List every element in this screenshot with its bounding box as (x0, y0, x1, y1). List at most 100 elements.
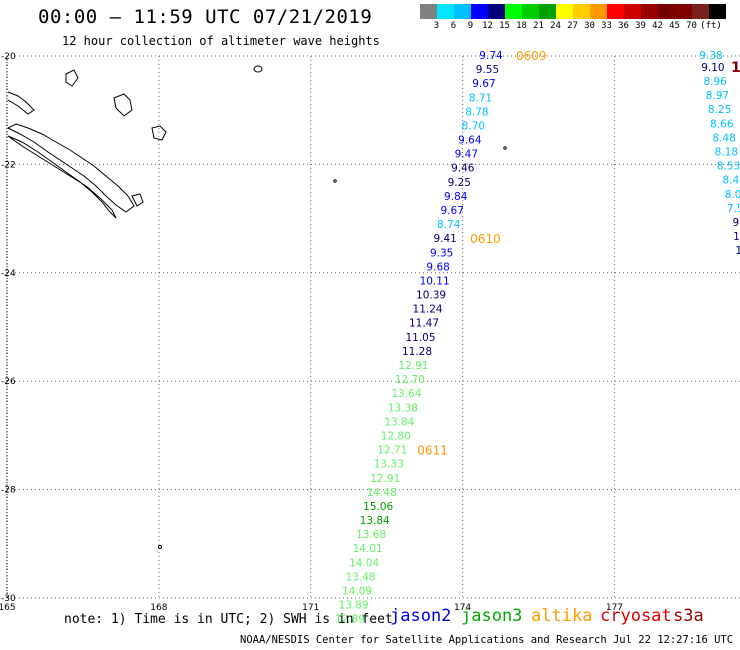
legend-label: 36 (618, 21, 629, 31)
swh-value: 8.4 (722, 175, 739, 187)
swh-value: 12.71 (377, 445, 407, 457)
swh-value: 12.91 (370, 473, 400, 485)
satellite-s3a: s3a (673, 606, 704, 626)
island-small-south (158, 545, 162, 549)
swh-value: 9.67 (441, 205, 464, 217)
legend-label: 45 (669, 21, 680, 31)
satellite-jason3: jason3 (461, 606, 523, 626)
altimeter-track-main: 9.74 9.55 9.67 8.71 8.78 8.70 9.64 9.47 9.46 9.25… (335, 50, 503, 626)
swh-value: 13.38 (388, 402, 418, 414)
swh-value: 7.5 (727, 203, 740, 215)
legend-swatch (658, 4, 675, 19)
legend-label: 33 (601, 21, 612, 31)
swh-value: 9.55 (476, 64, 499, 76)
legend-label: 18 (516, 21, 527, 31)
altimeter-track-right: 9.389.108.968.978.258.668.488.188.538.48… (699, 50, 740, 257)
footer-credit: NOAA/NESDIS Center for Satellite Applica… (240, 634, 740, 646)
legend-swatch (675, 4, 692, 19)
swh-value: 8.78 (465, 106, 488, 118)
swh-value: 14.01 (353, 543, 383, 555)
track-time-labels: 0609 0610 0611 (417, 49, 546, 458)
swh-value: 14.09 (342, 585, 372, 597)
swh-value: 12.89 (335, 614, 365, 626)
legend-swatch (573, 4, 590, 19)
legend-label: 21 (533, 21, 544, 31)
swh-value: 8.97 (706, 90, 729, 102)
latitude-tick-labels: -20 -22 -24 -26 -28 -30 (1, 52, 16, 604)
swh-value: 12.80 (381, 430, 411, 442)
legend-swatch (641, 4, 658, 19)
swh-value: 8.71 (469, 92, 492, 104)
swh-value: 9.38 (699, 50, 722, 62)
swh-value: 12.70 (395, 374, 425, 386)
legend-label: 12 (482, 21, 493, 31)
legend-swatch (454, 4, 471, 19)
swh-value: 8.25 (708, 104, 731, 116)
graticule (6, 55, 740, 599)
swh-value: 9.41 (433, 233, 456, 245)
legend-label: 70 (686, 21, 697, 31)
island-matthew (503, 146, 507, 150)
swh-value: 9.25 (448, 177, 471, 189)
swh-value: 11.47 (409, 318, 439, 330)
swh-value: 9.84 (444, 191, 468, 203)
lon-tick-label: 174 (454, 603, 471, 613)
lon-tick-label: 171 (302, 603, 319, 613)
legend-swatch (471, 4, 488, 19)
swh-value: 8.96 (703, 76, 727, 88)
swh-value: 14.04 (349, 557, 379, 569)
swh-value: 8.0 (725, 189, 740, 201)
swh-value: 8.48 (712, 132, 735, 144)
coastline (6, 65, 507, 549)
coastline-loyalty-north (7, 91, 35, 115)
legend-swatch (709, 4, 726, 19)
coastline-isle-of-pines (131, 193, 144, 207)
swh-value: 13.68 (356, 529, 386, 541)
footer-note: note: 1) Time is in UTC; 2) SWH is in fe… (64, 612, 393, 627)
legend-label: 24 (550, 21, 561, 31)
time-label: 0609 (516, 49, 547, 63)
swh-value: 9.47 (455, 149, 478, 161)
island-hunter (333, 179, 337, 183)
swh-value: 10.11 (420, 275, 450, 287)
swh-value: 13.33 (374, 459, 404, 471)
lat-tick-label: -22 (1, 160, 16, 170)
legend-swatch (437, 4, 454, 19)
satellite-jason2: jason2 (390, 606, 452, 626)
legend-label: 15 (499, 21, 510, 31)
swh-value: 10 (735, 245, 740, 257)
legend-unit: (ft) (700, 21, 722, 31)
legend-swatch (692, 4, 709, 19)
swh-value: 9.35 (430, 247, 453, 259)
swh-value: 11.05 (405, 332, 435, 344)
swh-value: 9. (733, 217, 740, 229)
swh-value: 13.84 (384, 416, 414, 428)
longitude-tick-labels: 165 168 171 174 177 (0, 603, 623, 613)
island-walpole (253, 65, 263, 73)
swh-value: 8.18 (715, 146, 738, 158)
lon-tick-label: 177 (606, 603, 623, 613)
lat-tick-label: -26 (1, 377, 16, 387)
swh-value: 8.53 (717, 161, 740, 173)
legend-label: 3 (433, 21, 440, 31)
legend-labels: 3 6 9 12 15 18 21 24 27 30 33 36 39 42 45 70 (ft) (420, 19, 740, 33)
lat-tick-label: -20 (1, 52, 16, 62)
legend-swatch (590, 4, 607, 19)
swh-value: 9.67 (472, 78, 495, 90)
lat-tick-label: -28 (1, 486, 16, 496)
lon-tick-label: 165 (0, 603, 16, 613)
chart-title: 00:00 – 11:59 UTC 07/21/2019 (38, 6, 373, 28)
legend-label: 30 (584, 21, 595, 31)
swh-value: 8.74 (437, 219, 461, 231)
time-label: 0610 (470, 232, 501, 246)
legend-swatch (522, 4, 539, 19)
legend-swatch (556, 4, 573, 19)
color-legend: 3 6 9 12 15 18 21 24 27 30 33 36 39 42 45 70 (ft) (420, 4, 740, 33)
swh-value: 13.48 (346, 571, 376, 583)
coastline-ouvea (65, 69, 79, 87)
edge-swh-label: 10 (731, 60, 740, 76)
swh-value: 14.48 (367, 487, 397, 499)
lat-tick-label: -30 (1, 594, 16, 604)
swh-value: 13.84 (360, 515, 390, 527)
